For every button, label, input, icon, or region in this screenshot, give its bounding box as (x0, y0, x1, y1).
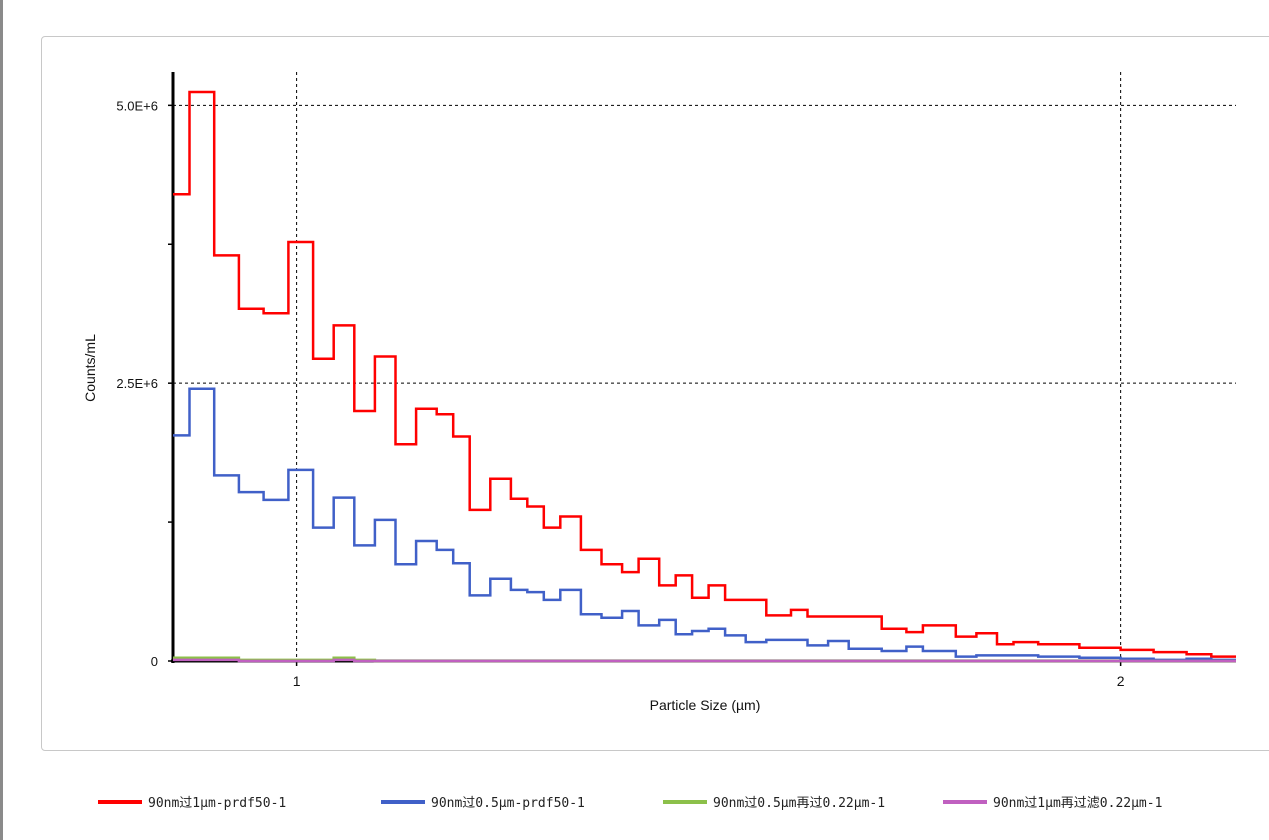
series-line-1 (173, 90, 1236, 658)
legend-swatch (98, 799, 142, 804)
legend-label: 90nm过1μm再过滤0.22μm-1 (993, 796, 1163, 811)
legend-item-2: 90nm过0.5μm-prdf50-1 (381, 792, 585, 811)
y-tick-label: 0 (151, 654, 158, 669)
series-line-4 (173, 658, 1236, 663)
legend-swatch (663, 799, 707, 804)
series-line-2 (173, 387, 1236, 662)
x-tick-label: 1 (293, 673, 301, 689)
legend-swatch (943, 799, 987, 804)
legend-item-1: 90nm过1μm-prdf50-1 (98, 792, 286, 811)
legend-item-4: 90nm过1μm再过滤0.22μm-1 (943, 792, 1162, 811)
axes (168, 72, 1236, 666)
x-tick-label: 2 (1117, 673, 1125, 689)
grid-lines (173, 72, 1236, 661)
y-axis-label: Counts/mL (82, 334, 98, 402)
tick-labels: 1 2 0 2.5E+6 5.0E+6 (116, 98, 1124, 689)
legend-swatch (381, 799, 425, 804)
legend-label: 90nm过0.5μm再过0.22μm-1 (713, 796, 886, 811)
x-axis-label: Particle Size (µm) (650, 697, 761, 713)
legend-label: 90nm过0.5μm-prdf50-1 (431, 796, 585, 811)
series-lines (173, 90, 1236, 663)
legend-label: 90nm过1μm-prdf50-1 (148, 796, 287, 811)
window-left-border (0, 0, 3, 840)
legend-item-3: 90nm过0.5μm再过0.22μm-1 (663, 792, 885, 811)
legend: 90nm过1μm-prdf50-1 90nm过0.5μm-prdf50-1 90nm… (0, 780, 1269, 820)
chart-panel (41, 36, 1269, 751)
y-tick-label: 2.5E+6 (116, 376, 158, 391)
y-tick-label: 5.0E+6 (116, 98, 158, 113)
